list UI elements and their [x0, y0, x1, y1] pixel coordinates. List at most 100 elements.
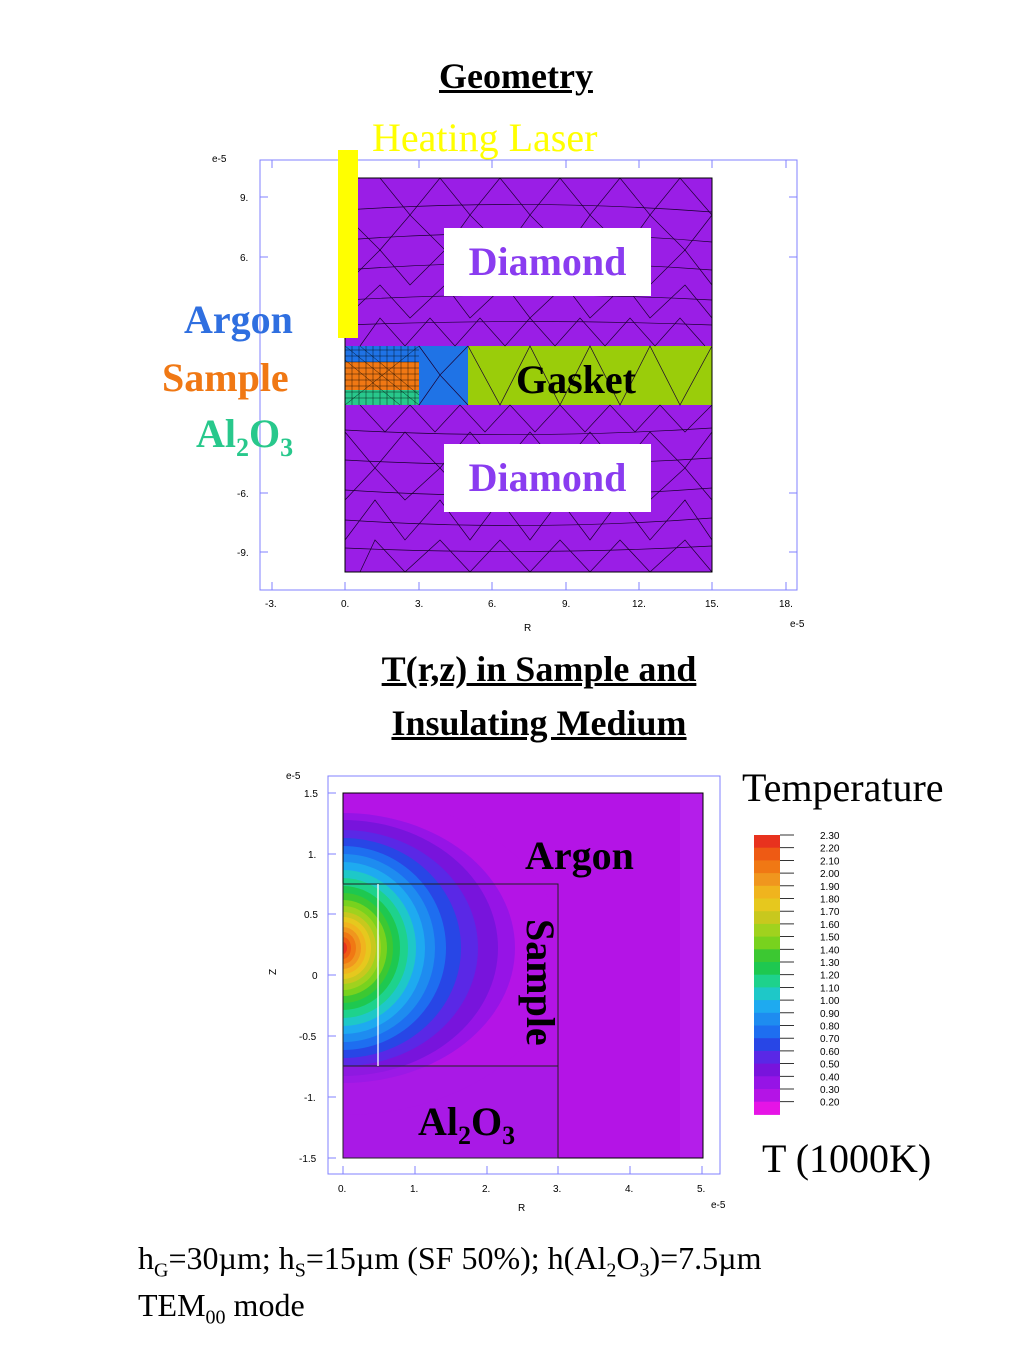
fine-mesh — [344, 345, 420, 406]
footer-line2: TEM00 mode — [138, 1287, 305, 1329]
temperature-xtick: 0. — [338, 1184, 346, 1195]
legend-level-label: 1.00 — [820, 996, 840, 1007]
legend-title: Temperature — [742, 765, 944, 810]
legend-level-label: 0.80 — [820, 1022, 840, 1033]
sample-label: Sample — [162, 355, 289, 400]
legend-swatch — [754, 885, 780, 899]
geometry-xtick: 15. — [705, 599, 719, 610]
temperature-xtick: 2. — [482, 1184, 490, 1195]
temperature-xtick: 3. — [553, 1184, 561, 1195]
al2o3-region — [345, 390, 419, 405]
temperature-xtick: 4. — [625, 1184, 633, 1195]
temperature-ytick: -1. — [304, 1093, 316, 1104]
legend-swatch — [754, 1101, 780, 1115]
temperature-title-line1: T(r,z) in Sample and — [381, 649, 697, 689]
temperature-sample-label: Sample — [518, 919, 563, 1046]
legend-swatch — [754, 835, 780, 849]
temperature-xtick: 1. — [410, 1184, 418, 1195]
legend-swatch — [754, 1000, 780, 1014]
geometry-xtick: 12. — [632, 599, 646, 610]
diamond-bottom-label: Diamond — [444, 444, 651, 512]
temperature-ytick: -1.5 — [299, 1154, 317, 1165]
temperature-ytick: 1. — [308, 850, 316, 861]
temperature-xtick: 5. — [697, 1184, 705, 1195]
legend-level-label: 1.80 — [820, 895, 840, 906]
gasket-region — [468, 346, 712, 405]
temperature-y-label: Z — [268, 969, 279, 975]
legend-swatch — [754, 1025, 780, 1039]
temperature-region-lines — [342, 792, 704, 1159]
legend-swatch — [754, 987, 780, 1001]
geometry-xtick: 9. — [562, 599, 570, 610]
legend-level-label: 2.30 — [820, 831, 840, 842]
temperature-ytick: -0.5 — [299, 1032, 317, 1043]
temperature-ticks — [328, 792, 703, 1174]
legend-level-label: 1.10 — [820, 983, 840, 994]
heating-laser-label: Heating Laser — [372, 115, 598, 160]
legend-swatch — [754, 1089, 780, 1103]
legend-level-label: 1.60 — [820, 920, 840, 931]
legend-swatch — [754, 936, 780, 950]
geometry-y-exp: e-5 — [212, 154, 227, 165]
sample-region — [345, 362, 419, 390]
geometry-ytick-m6: -6. — [237, 489, 249, 500]
footer-line1: hG=30µm; hS=15µm (SF 50%); h(Al2O3)=7.5µ… — [138, 1240, 762, 1282]
legend-swatch — [754, 949, 780, 963]
geometry-axes-frame — [259, 159, 798, 591]
temperature-ytick: 0.5 — [304, 910, 318, 921]
legend-swatch — [754, 911, 780, 925]
geometry-x-exp: e-5 — [790, 619, 805, 630]
geometry-xtick: 18. — [779, 599, 793, 610]
legend-level-label: 1.20 — [820, 971, 840, 982]
geometry-ytick-m9: -9. — [237, 548, 249, 559]
legend-level-label: 0.50 — [820, 1060, 840, 1071]
legend-swatch — [754, 1012, 780, 1026]
temperature-y-exp: e-5 — [286, 771, 301, 782]
temperature-contours — [343, 793, 703, 1158]
geometry-ytick-9: 9. — [240, 193, 248, 204]
argon-label: Argon — [184, 297, 293, 342]
legend-level-label: 1.30 — [820, 958, 840, 969]
legend-level-label: 2.10 — [820, 856, 840, 867]
al2o3-label: Al2O3 — [196, 411, 294, 462]
temperature-title-line2: Insulating Medium — [391, 703, 687, 743]
geometry-xtick: 0. — [341, 599, 349, 610]
gasket-label: Gasket — [516, 357, 636, 402]
legend-swatch — [754, 1076, 780, 1090]
legend-swatch — [754, 923, 780, 938]
geometry-xtick: -3. — [265, 599, 277, 610]
legend-swatch — [754, 860, 780, 874]
geometry-plot: e-5 9. 6. -6. -9. -3. 0. 3. 6. 9. 12. 15… — [212, 150, 805, 634]
legend-level-label: 0.20 — [820, 1098, 840, 1109]
legend-swatch — [754, 974, 780, 988]
legend-level-label: 0.70 — [820, 1034, 840, 1045]
temperature-x-label: R — [518, 1203, 525, 1214]
temperature-argon-label: Argon — [525, 833, 634, 878]
geometry-xtick: 6. — [488, 599, 496, 610]
legend-swatch — [754, 1050, 780, 1065]
legend-level-label: 0.90 — [820, 1009, 840, 1020]
temperature-x-exp: e-5 — [711, 1200, 726, 1211]
temperature-unit-label: T (1000K) — [762, 1136, 932, 1181]
legend-level-label: 0.60 — [820, 1047, 840, 1058]
diamond-top-label: Diamond — [444, 228, 651, 296]
legend-level-label: 0.30 — [820, 1085, 840, 1096]
temperature-ytick: 1.5 — [304, 789, 318, 800]
legend-swatch — [754, 1063, 780, 1077]
legend-swatch — [754, 962, 780, 976]
geometry-xtick: 3. — [415, 599, 423, 610]
legend-level-label: 1.90 — [820, 882, 840, 893]
geometry-title: Geometry — [439, 56, 593, 96]
legend-level-label: 1.50 — [820, 933, 840, 944]
temperature-al2o3-label: Al2O3 — [418, 1099, 516, 1150]
legend-level-label: 2.20 — [820, 844, 840, 855]
legend-swatch — [754, 1038, 780, 1052]
temperature-ytick: 0 — [312, 971, 318, 982]
geometry-x-label: R — [524, 623, 531, 634]
legend-swatch — [754, 898, 780, 912]
legend-swatch — [754, 847, 780, 861]
temperature-plot: e-5 1.5 1. 0.5 0 -0.5 -1. -1.5 Z 0. 1. 2… — [268, 771, 726, 1214]
legend-level-label: 1.70 — [820, 907, 840, 918]
geometry-ytick-6: 6. — [240, 253, 248, 264]
legend-level-label: 2.00 — [820, 869, 840, 880]
